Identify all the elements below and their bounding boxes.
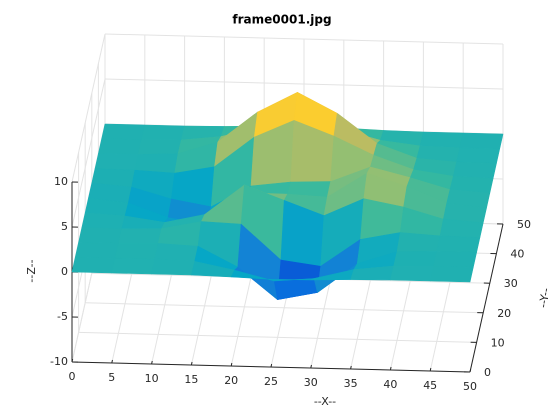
x-tick xyxy=(469,368,472,373)
z-tick-label: 10 xyxy=(54,175,68,188)
surface-patch xyxy=(396,232,441,253)
x-tick-label: 45 xyxy=(423,379,437,392)
z-tick-label: -10 xyxy=(50,355,68,368)
grid-line xyxy=(104,78,504,90)
grid-line xyxy=(71,33,106,183)
x-tick xyxy=(310,364,312,369)
surface-patch xyxy=(71,256,116,274)
surface-patch xyxy=(429,265,474,283)
x-tick xyxy=(270,363,273,368)
z-tick-label: 0 xyxy=(61,265,68,278)
surface-patch xyxy=(393,251,438,267)
x-tick-label: 50 xyxy=(463,380,477,393)
surface-patch xyxy=(75,242,119,259)
x-tick xyxy=(230,362,233,367)
x-tick xyxy=(389,366,392,371)
x-tick-label: 5 xyxy=(108,371,115,384)
x-tick xyxy=(350,365,352,370)
y-tick-label: 30 xyxy=(504,277,518,290)
surface-patch xyxy=(419,131,464,149)
surface-patch xyxy=(111,257,156,275)
grid-line xyxy=(85,302,484,314)
surface-patch xyxy=(154,243,199,262)
x-tick-label: 30 xyxy=(304,376,318,389)
y-tick-label: 20 xyxy=(497,307,511,320)
surface-patch xyxy=(452,161,497,179)
y-tick-label: 0 xyxy=(484,366,491,379)
z-axis-label: --Z-- xyxy=(25,259,38,282)
y-tick-label: 50 xyxy=(517,218,531,231)
surface-patch xyxy=(101,123,146,141)
grid-line xyxy=(78,331,477,343)
grid-line xyxy=(71,78,106,228)
chart-title: frame0001.jpg xyxy=(232,13,331,27)
surface-patch xyxy=(98,138,142,155)
z-tick-label: 5 xyxy=(61,220,68,233)
y-tick-label: 10 xyxy=(491,336,505,349)
surface-patch xyxy=(141,124,185,141)
x-tick xyxy=(151,360,153,365)
surface-patch xyxy=(390,265,434,282)
surface-patch xyxy=(78,227,122,244)
surface-patch xyxy=(137,139,182,155)
x-tick-label: 15 xyxy=(184,373,198,386)
surface-patch xyxy=(459,132,504,150)
surface-patch xyxy=(114,243,159,260)
surface-patch xyxy=(436,235,481,253)
x-tick-label: 10 xyxy=(145,372,159,385)
surface-patch xyxy=(134,153,179,174)
surface-patch xyxy=(94,153,139,171)
y-axis xyxy=(469,223,504,373)
surface-patch xyxy=(433,251,477,268)
x-axis-label: --X-- xyxy=(314,395,336,408)
x-tick xyxy=(111,359,113,364)
x-tick xyxy=(429,367,432,372)
x-tick-label: 40 xyxy=(383,378,397,391)
surface-patch xyxy=(151,258,195,276)
grid-line xyxy=(104,33,504,45)
x-tick-label: 0 xyxy=(69,370,76,383)
x-tick-label: 35 xyxy=(344,377,358,390)
y-tick-label: 40 xyxy=(510,248,524,261)
y-axis-label: --Y-- xyxy=(536,287,552,309)
x-tick-label: 20 xyxy=(224,374,238,387)
surface-patch xyxy=(456,147,501,164)
x-tick-label: 25 xyxy=(264,375,278,388)
x-tick xyxy=(190,361,193,366)
z-tick-label: -5 xyxy=(57,310,68,323)
surface-patch xyxy=(118,228,162,244)
surface-patch xyxy=(81,212,126,230)
